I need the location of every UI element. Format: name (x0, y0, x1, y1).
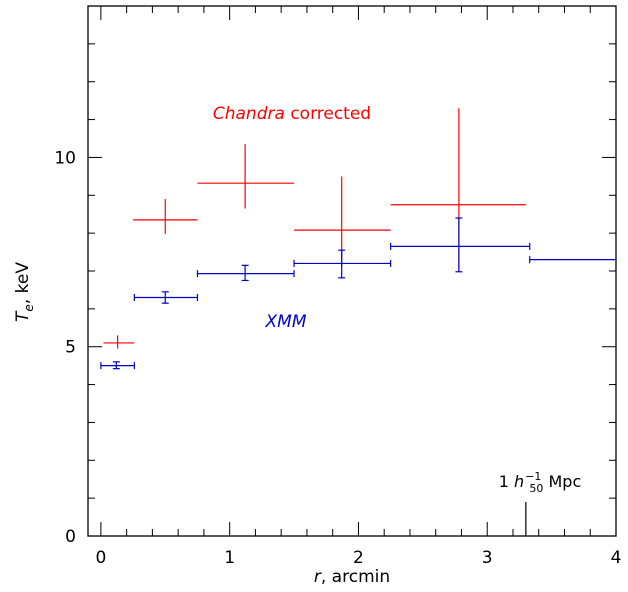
data-point (390, 217, 531, 273)
data-point (133, 291, 199, 304)
y-axis-label: Te, keV (13, 262, 36, 322)
data-point (390, 108, 526, 272)
x-tick-label: 1 (224, 548, 235, 568)
data-point (294, 176, 391, 268)
xmm-annotation: XMM (265, 312, 307, 332)
x-tick-label: 0 (95, 548, 106, 568)
series-chandra (103, 108, 526, 349)
scale-marker: 1 h−1 50 Mpc (499, 470, 581, 536)
series-xmm (100, 217, 616, 370)
svg-text:Te, keV: Te, keV (13, 262, 36, 322)
data-point (133, 199, 198, 234)
x-tick-label: 4 (611, 548, 622, 568)
scale-marker-label: 1 h−1 50 Mpc (499, 470, 581, 495)
data-point (293, 249, 392, 279)
y-tick-label: 5 (65, 338, 76, 358)
y-tick-label: 10 (54, 148, 76, 168)
chandra-annotation: Chandra corrected (213, 104, 371, 124)
x-tick-label: 2 (353, 548, 364, 568)
x-axis-label: r, arcmin (314, 567, 390, 587)
y-tick-label: 0 (65, 527, 76, 547)
plot-frame (87, 5, 617, 537)
data-point (100, 361, 135, 370)
data-point (103, 335, 135, 349)
data-point (529, 256, 616, 264)
data-point (196, 264, 295, 282)
x-tick-label: 3 (482, 548, 493, 568)
data-point (197, 144, 295, 209)
